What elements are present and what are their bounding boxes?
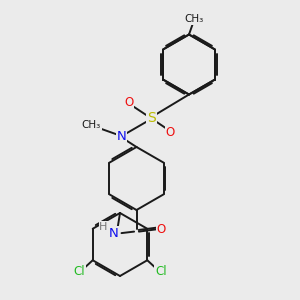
Text: O: O: [157, 223, 166, 236]
Text: Cl: Cl: [74, 265, 85, 278]
Text: CH₃: CH₃: [82, 119, 101, 130]
Text: O: O: [124, 95, 134, 109]
Text: Cl: Cl: [155, 265, 166, 278]
Text: N: N: [117, 130, 126, 143]
Text: S: S: [147, 112, 156, 125]
Text: CH₃: CH₃: [185, 14, 204, 24]
Text: H: H: [99, 221, 108, 232]
Text: O: O: [166, 125, 175, 139]
Text: N: N: [109, 226, 119, 240]
